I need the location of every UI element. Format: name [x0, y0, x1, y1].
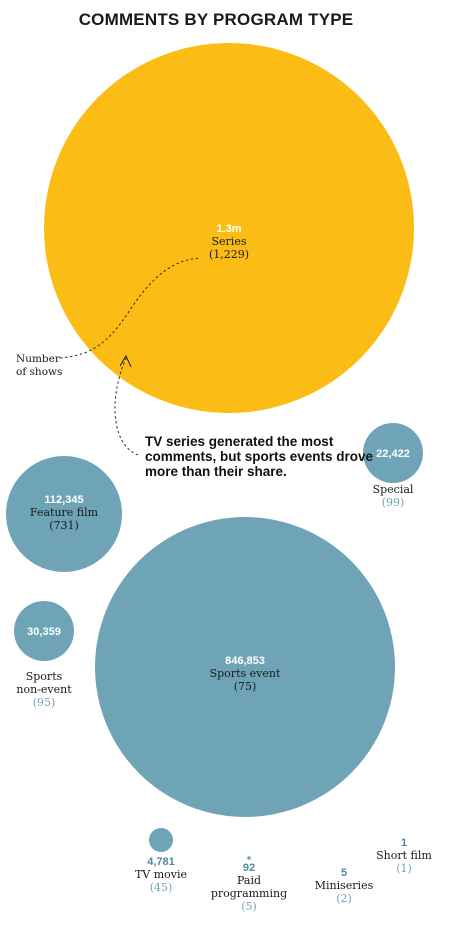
value-label-paid-programming: 92 — [243, 862, 255, 874]
category-label-feature-film: Feature film — [30, 506, 99, 519]
category-label-paid-programming-1: programming — [211, 887, 287, 900]
value-label-feature-film: 112,345 — [44, 494, 83, 506]
category-label-special: Special — [373, 483, 414, 496]
category-label-sports-non-event: Sports — [26, 670, 63, 683]
legend-pointer — [59, 257, 201, 359]
count-label-sports-event: (75) — [234, 680, 257, 693]
count-label-series: (1,229) — [209, 248, 249, 261]
value-label-sports-non-event: 30,359 — [27, 626, 61, 638]
category-label-miniseries: Miniseries — [315, 879, 374, 892]
bubble-tv-movie — [149, 828, 173, 852]
count-label-special: (99) — [382, 496, 405, 509]
chart-title: COMMENTS BY PROGRAM TYPE — [79, 10, 354, 29]
bubble-feature-film — [6, 456, 122, 572]
bubbles-layer — [6, 43, 423, 860]
count-label-sports-non-event: (95) — [33, 696, 56, 709]
count-label-miniseries: (2) — [336, 892, 352, 905]
category-label-short-film: Short film — [376, 849, 432, 862]
annotation-arrowhead — [119, 354, 132, 368]
annotation-line-1: TV series generated the most — [145, 434, 334, 449]
count-label-feature-film: (731) — [49, 519, 79, 532]
category-label-sports-non-event-1: non-event — [16, 683, 72, 696]
annotation-line-2: comments, but sports events drove — [145, 449, 374, 464]
category-label-paid-programming: Paid — [237, 874, 261, 887]
category-label-tv-movie: TV movie — [135, 868, 187, 881]
bubble-sports-event — [95, 517, 395, 817]
value-label-series: 1.3m — [216, 223, 241, 235]
count-label-tv-movie: (45) — [150, 881, 173, 894]
value-label-sports-event: 846,853 — [225, 655, 265, 667]
count-label-paid-programming: (5) — [241, 900, 257, 913]
value-label-tv-movie: 4,781 — [147, 856, 175, 868]
legend-label-line-1: Number — [16, 353, 61, 365]
value-label-miniseries: 5 — [341, 867, 347, 879]
category-label-sports-event: Sports event — [210, 667, 281, 680]
annotation-arrow — [114, 357, 139, 456]
value-label-short-film: 1 — [401, 837, 407, 849]
bubble-series — [44, 43, 414, 413]
category-label-series: Series — [212, 235, 247, 248]
bubble-paid-programming — [247, 856, 251, 860]
annotation-line-3: more than their share. — [145, 464, 287, 479]
bubble-sports-non-event — [14, 601, 74, 661]
legend-label-line-2: of shows — [16, 366, 62, 378]
count-label-short-film: (1) — [396, 862, 412, 875]
value-label-special: 22,422 — [376, 448, 410, 460]
bubble-special — [363, 423, 423, 483]
